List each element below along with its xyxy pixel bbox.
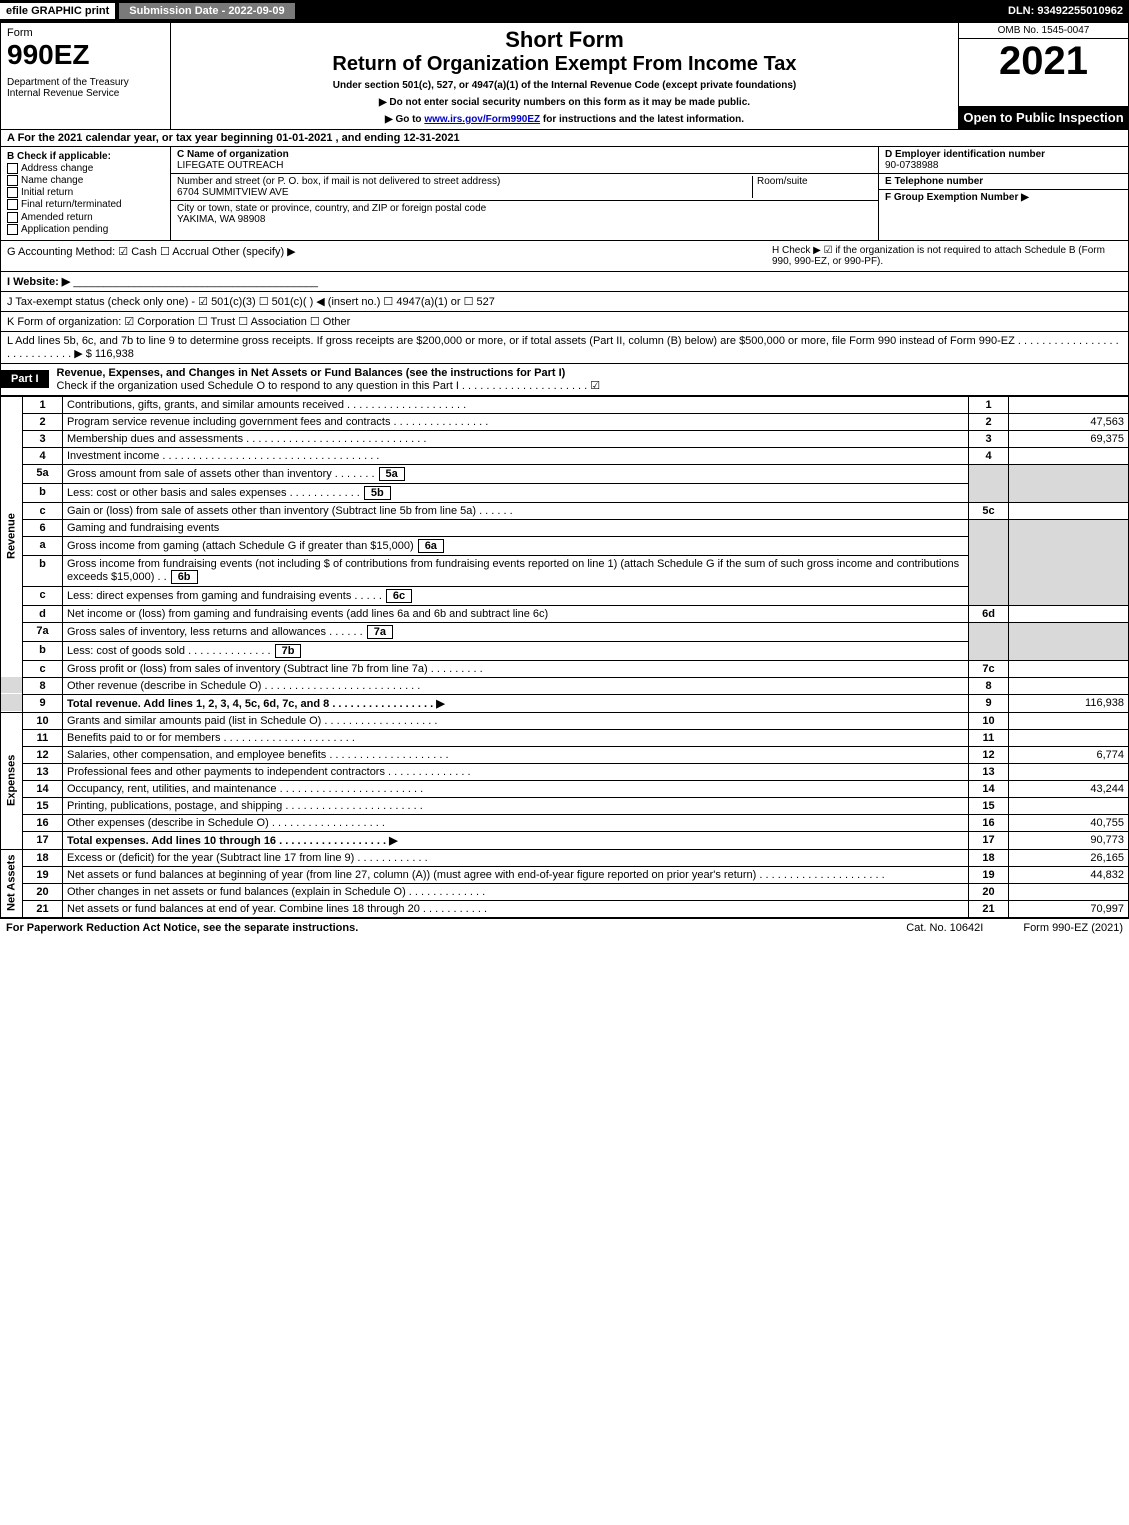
row-i: I Website: ▶ ___________________________…	[0, 272, 1129, 292]
header-mid: Short Form Return of Organization Exempt…	[171, 23, 958, 129]
chk-initial-return[interactable]: Initial return	[7, 187, 164, 198]
part1-table: Revenue 1Contributions, gifts, grants, a…	[0, 396, 1129, 918]
page-footer: For Paperwork Reduction Act Notice, see …	[0, 918, 1129, 937]
cat-no: Cat. No. 10642I	[906, 922, 983, 934]
part1-header: Part I Revenue, Expenses, and Changes in…	[0, 364, 1129, 396]
tax-year: 2021	[959, 39, 1128, 106]
org-name: LIFEGATE OUTREACH	[177, 160, 872, 171]
dept-label: Department of the Treasury Internal Reve…	[7, 77, 164, 99]
row-l: L Add lines 5b, 6c, and 7b to line 9 to …	[0, 332, 1129, 364]
return-title: Return of Organization Exempt From Incom…	[175, 53, 954, 76]
goto-link[interactable]: www.irs.gov/Form990EZ	[424, 114, 540, 125]
form-label: Form	[7, 27, 164, 39]
omb-number: OMB No. 1545-0047	[959, 23, 1128, 39]
row-h: H Check ▶ ☑ if the organization is not r…	[772, 245, 1122, 267]
efile-label: efile GRAPHIC print	[0, 3, 115, 19]
goto-post: for instructions and the latest informat…	[540, 114, 744, 125]
col-c: C Name of organization LIFEGATE OUTREACH…	[171, 147, 878, 240]
tel-label: E Telephone number	[885, 176, 1122, 187]
col-d: D Employer identification number 90-0738…	[878, 147, 1128, 240]
chk-address-change[interactable]: Address change	[7, 163, 164, 174]
submission-date: Submission Date - 2022-09-09	[119, 3, 294, 19]
org-name-label: C Name of organization	[177, 149, 872, 160]
chk-name-change[interactable]: Name change	[7, 175, 164, 186]
street-label: Number and street (or P. O. box, if mail…	[177, 176, 752, 187]
paperwork-notice: For Paperwork Reduction Act Notice, see …	[6, 922, 906, 934]
section-bcdef: B Check if applicable: Address change Na…	[0, 147, 1129, 241]
open-public: Open to Public Inspection	[959, 106, 1128, 129]
chk-amended[interactable]: Amended return	[7, 212, 164, 223]
ein-value: 90-0738988	[885, 160, 1122, 171]
short-form-title: Short Form	[175, 27, 954, 53]
chk-final-terminated[interactable]: Final return/terminated	[7, 199, 164, 210]
ein-label: D Employer identification number	[885, 149, 1122, 160]
do-not-enter: ▶ Do not enter social security numbers o…	[175, 97, 954, 108]
row-g: G Accounting Method: ☑ Cash ☐ Accrual Ot…	[7, 245, 772, 267]
col-b-title: B Check if applicable:	[7, 151, 164, 162]
row-a: A For the 2021 calendar year, or tax yea…	[0, 130, 1129, 147]
goto-pre: ▶ Go to	[385, 114, 424, 125]
row-j: J Tax-exempt status (check only one) - ☑…	[0, 292, 1129, 312]
col-b: B Check if applicable: Address change Na…	[1, 147, 171, 240]
row-gh: G Accounting Method: ☑ Cash ☐ Accrual Ot…	[0, 241, 1129, 272]
revenue-vlabel: Revenue	[1, 396, 23, 677]
chk-application-pending[interactable]: Application pending	[7, 224, 164, 235]
goto-line: ▶ Go to www.irs.gov/Form990EZ for instru…	[175, 114, 954, 125]
part1-title: Revenue, Expenses, and Changes in Net As…	[49, 364, 1128, 395]
under-section: Under section 501(c), 527, or 4947(a)(1)…	[175, 80, 954, 91]
city-value: YAKIMA, WA 98908	[177, 214, 872, 225]
form-footer: Form 990-EZ (2021)	[1023, 922, 1123, 934]
netassets-vlabel: Net Assets	[1, 849, 23, 917]
header-left: Form 990EZ Department of the Treasury In…	[1, 23, 171, 129]
dln-label: DLN: 93492255010962	[1008, 5, 1129, 17]
group-label: F Group Exemption Number ▶	[885, 192, 1122, 203]
top-bar: efile GRAPHIC print Submission Date - 20…	[0, 0, 1129, 22]
form-header: Form 990EZ Department of the Treasury In…	[0, 22, 1129, 130]
street-value: 6704 SUMMITVIEW AVE	[177, 187, 752, 198]
room-suite-label: Room/suite	[752, 176, 872, 198]
form-code: 990EZ	[7, 39, 164, 71]
row-k: K Form of organization: ☑ Corporation ☐ …	[0, 312, 1129, 332]
expenses-vlabel: Expenses	[1, 712, 23, 849]
part1-tag: Part I	[1, 370, 49, 388]
header-right: OMB No. 1545-0047 2021 Open to Public In…	[958, 23, 1128, 129]
city-label: City or town, state or province, country…	[177, 203, 872, 214]
